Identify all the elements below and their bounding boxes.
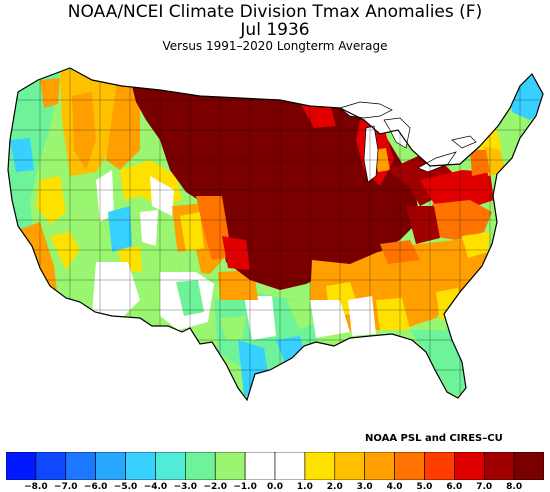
credit-label: NOAA PSL and CIRES–CU bbox=[365, 433, 503, 444]
map-subtitle: Versus 1991–2020 Longterm Average bbox=[162, 39, 388, 53]
legend-tick-label: −7.0 bbox=[54, 482, 78, 492]
legend-swatch bbox=[513, 452, 544, 480]
map-title: NOAA/NCEI Climate Division Tmax Anomalie… bbox=[67, 2, 483, 22]
legend-tick-label: 4.0 bbox=[386, 482, 403, 492]
legend-swatch bbox=[6, 452, 37, 480]
legend-swatch bbox=[35, 452, 67, 480]
legend-tick-label: −1.0 bbox=[233, 482, 257, 492]
anomaly-regions bbox=[8, 68, 543, 400]
color-legend bbox=[6, 452, 544, 480]
legend-tick-label: 7.0 bbox=[476, 482, 493, 492]
legend-swatch bbox=[483, 452, 515, 480]
legend-tick-label: −3.0 bbox=[173, 482, 198, 492]
legend-tick-label: 5.0 bbox=[416, 482, 433, 492]
legend-swatch bbox=[65, 452, 96, 480]
legend-tick-label: 1.0 bbox=[296, 482, 313, 492]
legend-tick-label: −4.0 bbox=[143, 482, 168, 492]
legend-tick-label: −5.0 bbox=[113, 482, 138, 492]
legend-tick-label: 6.0 bbox=[446, 482, 463, 492]
legend-swatch bbox=[364, 452, 395, 480]
legend-swatch bbox=[394, 452, 425, 480]
legend-tick-label: −6.0 bbox=[83, 482, 108, 492]
map-period: Jul 1936 bbox=[240, 20, 310, 40]
legend-tick-label: −2.0 bbox=[203, 482, 227, 492]
legend-tick-label: 3.0 bbox=[356, 482, 373, 492]
legend-tick-label: 0.0 bbox=[267, 482, 283, 492]
legend-tick-label: 2.0 bbox=[326, 482, 343, 492]
legend-tick-label: 8.0 bbox=[506, 482, 523, 492]
legend-swatch bbox=[424, 452, 455, 480]
us-climate-division-map bbox=[7, 67, 544, 402]
us-outline bbox=[7, 67, 544, 402]
legend-swatch bbox=[304, 452, 336, 480]
legend-swatch bbox=[274, 452, 306, 480]
legend-swatch bbox=[454, 452, 485, 480]
legend-swatch bbox=[334, 452, 365, 480]
legend-swatch bbox=[155, 452, 186, 480]
legend-swatch bbox=[244, 452, 276, 480]
legend-swatch bbox=[214, 452, 246, 480]
legend-swatch bbox=[185, 452, 216, 480]
legend-swatch bbox=[125, 452, 156, 480]
legend-swatch bbox=[95, 452, 126, 480]
legend-tick-label: −8.0 bbox=[24, 482, 48, 492]
